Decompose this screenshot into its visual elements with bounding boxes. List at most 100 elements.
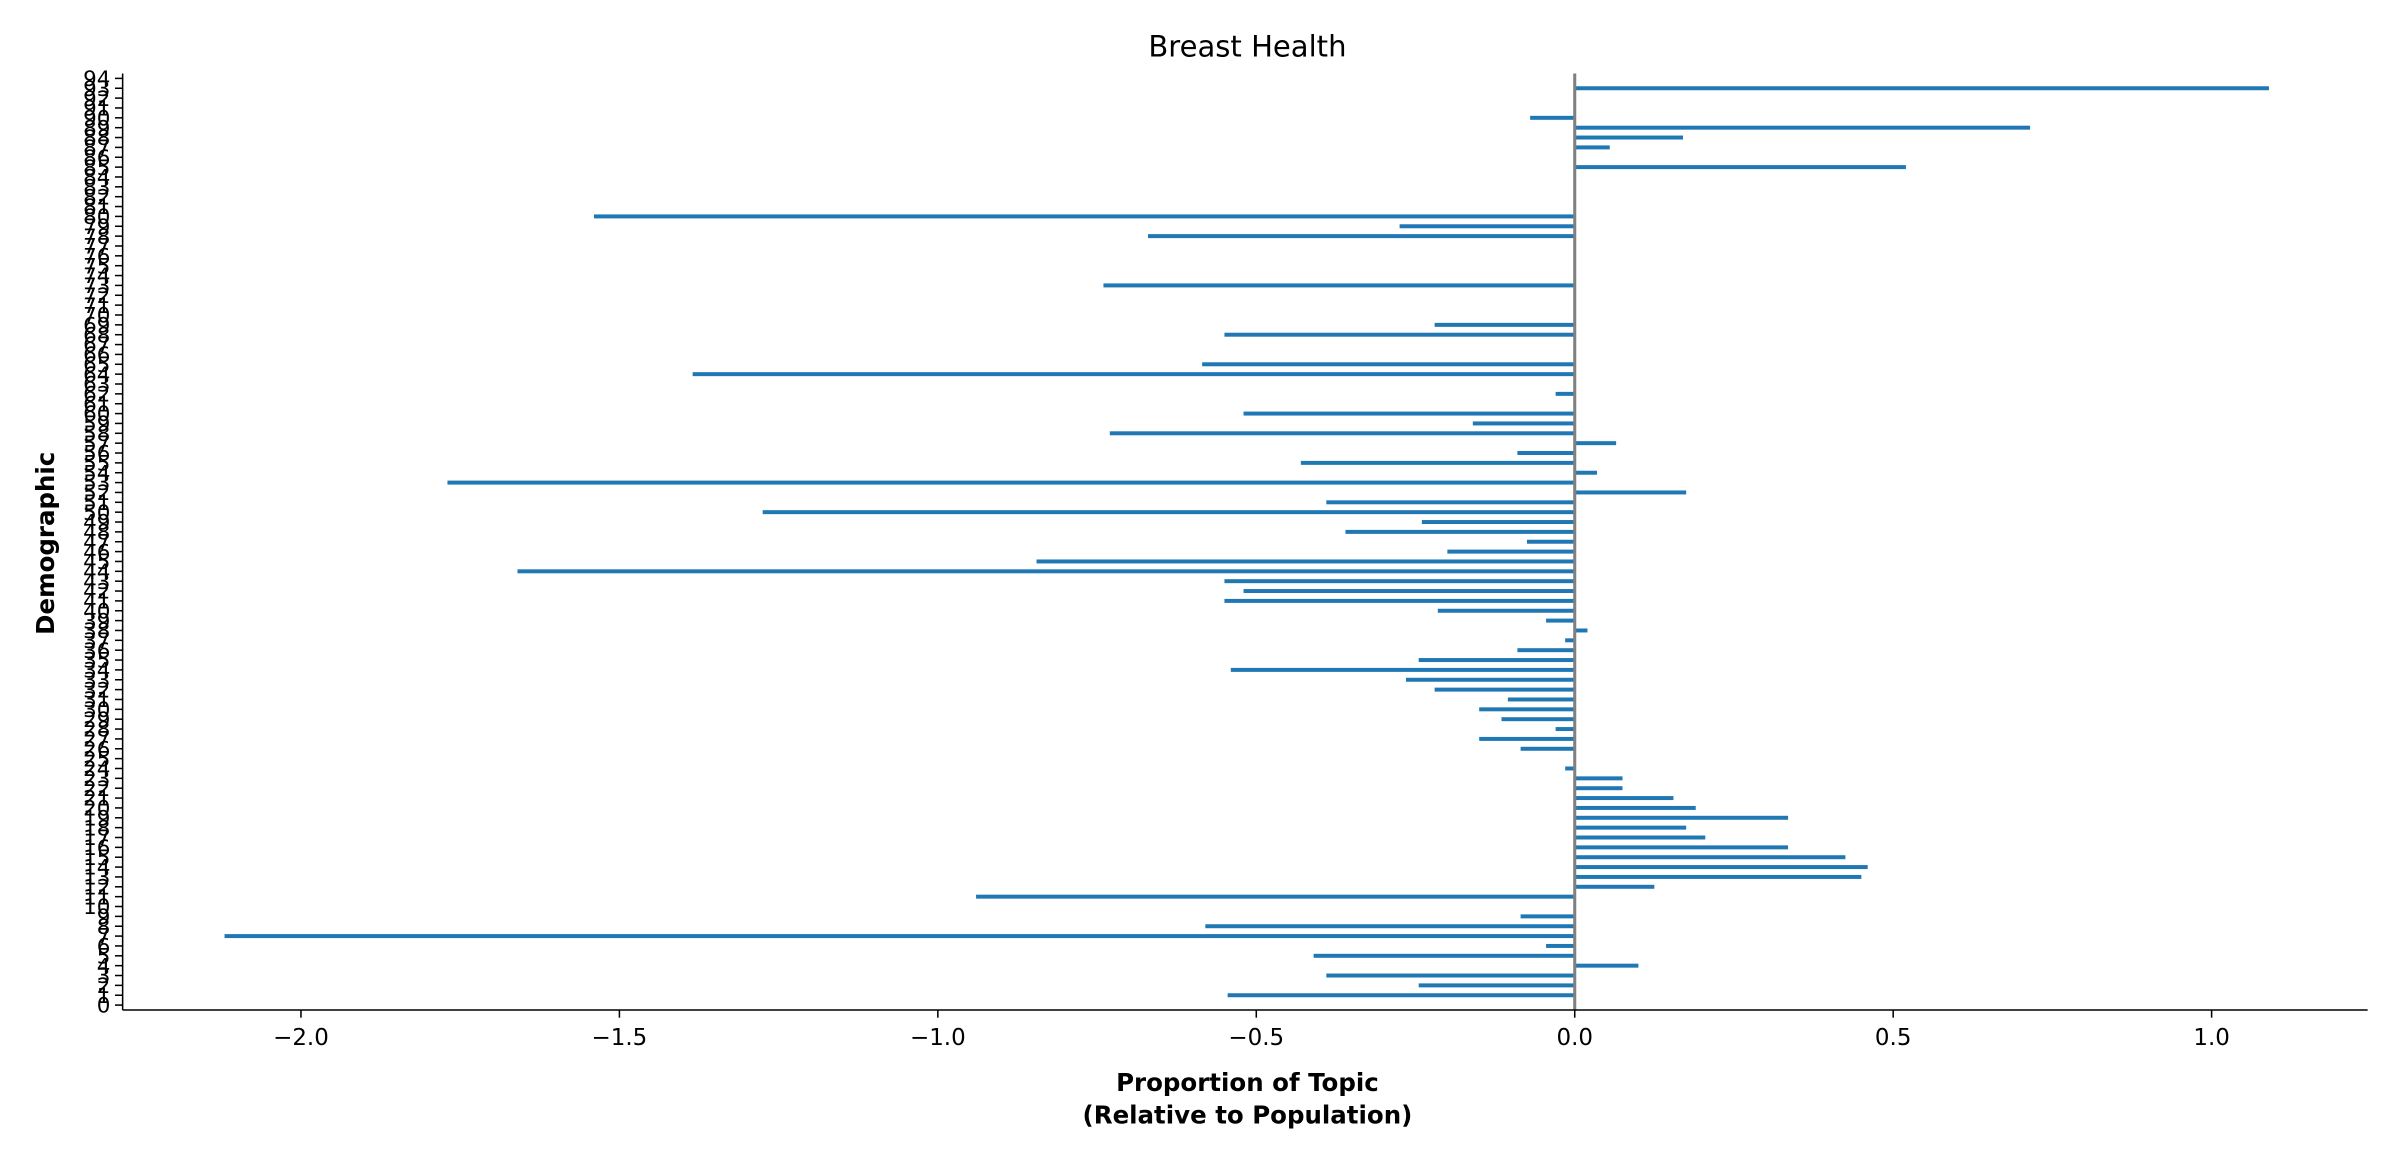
y-tick-label: 88 bbox=[83, 126, 110, 151]
y-tick-label: 54 bbox=[83, 461, 110, 486]
y-tick-label: 41 bbox=[83, 590, 110, 615]
y-tick-label: 34 bbox=[83, 659, 110, 684]
y-tick-label: 31 bbox=[83, 688, 110, 713]
bar bbox=[1205, 924, 1575, 929]
bar bbox=[1574, 865, 1868, 870]
bar bbox=[1574, 835, 1706, 840]
y-tick-label: 0 bbox=[97, 994, 111, 1019]
y-tick-label: 29 bbox=[83, 708, 110, 733]
y-tick-label: 91 bbox=[83, 97, 110, 122]
y-tick-label: 24 bbox=[83, 757, 110, 782]
y-tick-label: 7 bbox=[97, 925, 111, 950]
bar bbox=[1421, 520, 1575, 525]
y-tick-label: 43 bbox=[83, 570, 110, 595]
bar bbox=[1517, 648, 1575, 653]
bar bbox=[1546, 943, 1575, 948]
y-tick-label: 42 bbox=[83, 580, 110, 605]
y-tick-label: 14 bbox=[83, 856, 110, 881]
bar bbox=[1434, 687, 1575, 692]
y-tick-label: 78 bbox=[83, 225, 110, 250]
bar bbox=[1345, 529, 1575, 534]
bar bbox=[1447, 549, 1575, 554]
bar bbox=[1036, 559, 1575, 564]
y-tick-label: 58 bbox=[83, 422, 110, 447]
y-tick-label: 44 bbox=[83, 560, 110, 585]
bar bbox=[1574, 165, 1906, 170]
bar bbox=[1574, 796, 1674, 801]
bar bbox=[1507, 697, 1575, 702]
y-tick-label: 30 bbox=[83, 698, 110, 723]
y-tick-label: 61 bbox=[83, 392, 110, 417]
y-tick-label: 48 bbox=[83, 521, 110, 546]
bar bbox=[1520, 746, 1575, 751]
x-tick-label: 1.0 bbox=[2193, 1025, 2229, 1051]
y-tick-label: 27 bbox=[83, 728, 110, 753]
bar bbox=[1224, 579, 1575, 584]
y-tick-label: 35 bbox=[83, 649, 110, 674]
bar bbox=[1418, 983, 1575, 988]
y-tick-label: 6 bbox=[97, 935, 111, 960]
x-tick-label: 0.5 bbox=[1875, 1025, 1911, 1051]
x-axis-label: (Relative to Population) bbox=[1083, 1100, 1413, 1129]
bar bbox=[1574, 963, 1639, 968]
bar bbox=[1405, 677, 1575, 682]
y-tick-label: 21 bbox=[83, 787, 110, 812]
y-tick-label: 28 bbox=[83, 718, 110, 743]
bar bbox=[692, 372, 1575, 377]
x-tick-label: −1.0 bbox=[910, 1025, 966, 1051]
y-tick-label: 13 bbox=[83, 866, 110, 891]
y-tick-label: 75 bbox=[83, 254, 110, 279]
x-tick-label: −0.5 bbox=[1228, 1025, 1284, 1051]
bar bbox=[593, 214, 1575, 219]
y-tick-label: 73 bbox=[83, 274, 110, 299]
y-tick-label: 94 bbox=[83, 67, 110, 92]
y-tick-label: 90 bbox=[83, 106, 110, 131]
bar bbox=[1574, 86, 2269, 91]
y-tick-label: 84 bbox=[83, 166, 110, 191]
y-tick-label: 53 bbox=[83, 471, 110, 496]
bar bbox=[1565, 766, 1575, 771]
y-tick-label: 8 bbox=[97, 915, 111, 940]
y-tick-label: 89 bbox=[83, 116, 110, 141]
y-tick-label: 32 bbox=[83, 678, 110, 703]
chart-title: Breast Health bbox=[1148, 30, 1346, 64]
y-tick-label: 62 bbox=[83, 383, 110, 408]
y-tick-label: 69 bbox=[83, 314, 110, 339]
bar bbox=[762, 510, 1575, 515]
bar bbox=[1224, 598, 1575, 603]
y-tick-label: 5 bbox=[97, 944, 111, 969]
bar bbox=[1555, 727, 1575, 732]
y-tick-label: 20 bbox=[83, 797, 110, 822]
y-tick-label: 47 bbox=[83, 530, 110, 555]
bar bbox=[224, 934, 1575, 939]
bar bbox=[1574, 441, 1617, 446]
y-tick-label: 80 bbox=[83, 205, 110, 230]
y-tick-label: 86 bbox=[83, 146, 110, 171]
bar bbox=[1103, 283, 1575, 288]
bar bbox=[1313, 953, 1575, 958]
bar bbox=[1574, 805, 1696, 810]
bar bbox=[1418, 658, 1575, 663]
y-tick-label: 85 bbox=[83, 156, 110, 181]
y-tick-label: 49 bbox=[83, 511, 110, 536]
y-tick-label: 83 bbox=[83, 175, 110, 200]
y-tick-label: 92 bbox=[83, 87, 110, 112]
bar bbox=[1520, 914, 1575, 919]
bar bbox=[1202, 362, 1575, 367]
bar bbox=[1526, 539, 1575, 544]
y-tick-label: 2 bbox=[97, 974, 111, 999]
y-tick-label: 40 bbox=[83, 599, 110, 624]
y-tick-label: 82 bbox=[83, 185, 110, 210]
bar bbox=[1109, 431, 1575, 436]
y-tick-label: 74 bbox=[83, 264, 110, 289]
bar bbox=[1326, 973, 1575, 978]
bar bbox=[1574, 845, 1789, 850]
bar bbox=[1224, 332, 1575, 337]
bar bbox=[1479, 707, 1575, 712]
x-tick-label: −1.5 bbox=[592, 1025, 648, 1051]
bar bbox=[1517, 451, 1575, 456]
y-tick-label: 11 bbox=[83, 885, 110, 910]
bar bbox=[1300, 460, 1575, 465]
